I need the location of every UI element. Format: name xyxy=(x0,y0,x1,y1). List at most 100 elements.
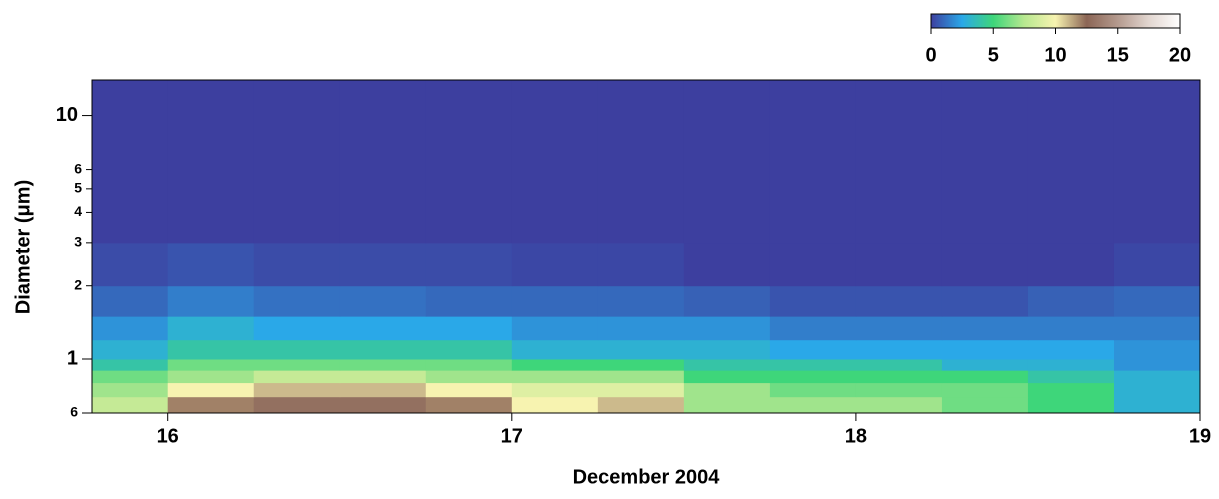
y-tick-label: 4 xyxy=(74,203,82,219)
heat-cell xyxy=(941,80,1029,244)
heat-cell xyxy=(597,396,685,414)
heat-cell xyxy=(253,396,341,414)
heat-cell xyxy=(683,285,771,317)
heat-cell xyxy=(1027,396,1115,414)
heat-cell xyxy=(683,396,771,414)
heat-cell xyxy=(339,370,427,384)
heat-cell xyxy=(597,242,685,287)
heat-cell xyxy=(425,316,513,341)
heat-cell xyxy=(1113,370,1201,384)
heat-cell xyxy=(683,370,771,384)
heat-cell xyxy=(511,285,599,317)
heat-cell xyxy=(597,339,685,360)
heat-cell xyxy=(855,396,943,414)
heat-cell xyxy=(167,80,255,244)
heat-cell xyxy=(1027,358,1115,371)
heat-cell xyxy=(769,370,857,384)
colorbar xyxy=(930,13,1181,29)
heat-cell xyxy=(167,358,255,371)
heat-cell xyxy=(253,285,341,317)
heat-cell xyxy=(941,339,1029,360)
heat-cell xyxy=(511,382,599,398)
heat-cell xyxy=(597,316,685,341)
heat-cell xyxy=(511,358,599,371)
colorbar-tick-label: 15 xyxy=(1107,44,1129,66)
heat-cell xyxy=(511,242,599,287)
heat-cell xyxy=(425,242,513,287)
heat-cell xyxy=(92,242,169,287)
heat-cell xyxy=(1027,316,1115,341)
heat-cell xyxy=(597,382,685,398)
heat-cell xyxy=(339,316,427,341)
heat-cell xyxy=(855,358,943,371)
heat-cell xyxy=(1027,80,1115,244)
heat-cell xyxy=(425,396,513,414)
heat-cell xyxy=(167,370,255,384)
heat-cell xyxy=(941,285,1029,317)
x-tick-label: 19 xyxy=(1189,425,1211,447)
heat-cell xyxy=(425,370,513,384)
heat-cell xyxy=(339,358,427,371)
heat-cell xyxy=(683,382,771,398)
heat-cell xyxy=(425,339,513,360)
x-tick-label: 18 xyxy=(845,425,867,447)
heat-cell xyxy=(1113,396,1201,414)
heat-cell xyxy=(855,382,943,398)
heat-cell xyxy=(769,396,857,414)
heat-cell xyxy=(339,396,427,414)
y-axis-label: Diameter (μm) xyxy=(12,180,34,315)
heat-cell xyxy=(683,316,771,341)
heat-cell xyxy=(769,339,857,360)
y-tick-label: 6 xyxy=(70,404,78,420)
heat-cell xyxy=(1027,339,1115,360)
heat-cell xyxy=(597,370,685,384)
heat-cell xyxy=(855,370,943,384)
heat-cell xyxy=(597,285,685,317)
heat-cell xyxy=(167,339,255,360)
heat-cell xyxy=(941,396,1029,414)
heat-cell xyxy=(941,242,1029,287)
heat-cell xyxy=(167,396,255,414)
heat-cell xyxy=(253,382,341,398)
colorbar-tick-label: 5 xyxy=(988,44,999,66)
x-tick-label: 17 xyxy=(501,425,523,447)
heat-cell xyxy=(253,370,341,384)
x-axis-label: December 2004 xyxy=(573,466,721,488)
heat-cell xyxy=(769,316,857,341)
heat-cell xyxy=(511,316,599,341)
heat-cell xyxy=(1027,382,1115,398)
heat-cell xyxy=(339,242,427,287)
y-tick-label: 3 xyxy=(74,234,82,250)
heat-cell xyxy=(92,316,169,341)
heat-cell xyxy=(511,396,599,414)
heat-cell xyxy=(683,339,771,360)
y-tick-label: 1 xyxy=(67,347,78,369)
heat-cell xyxy=(511,339,599,360)
heat-cell xyxy=(339,80,427,244)
heat-cell xyxy=(425,285,513,317)
heat-cell xyxy=(769,242,857,287)
heat-cell xyxy=(769,80,857,244)
heat-cell xyxy=(1027,285,1115,317)
heat-cell xyxy=(92,382,169,398)
heat-cell xyxy=(253,80,341,244)
heat-cell xyxy=(941,316,1029,341)
y-tick-label: 5 xyxy=(74,180,82,196)
heat-cell xyxy=(253,358,341,371)
heat-cell xyxy=(855,316,943,341)
heat-cell xyxy=(167,242,255,287)
heat-cell xyxy=(167,285,255,317)
heat-cell xyxy=(941,382,1029,398)
heat-cell xyxy=(253,316,341,341)
heat-cell xyxy=(253,242,341,287)
heat-cell xyxy=(92,285,169,317)
heat-cell xyxy=(1113,80,1201,244)
heat-cell xyxy=(769,358,857,371)
y-tick-label: 2 xyxy=(74,276,82,292)
heat-cell xyxy=(1113,242,1201,287)
heat-cell xyxy=(167,382,255,398)
heat-cell xyxy=(1113,339,1201,360)
heat-cell xyxy=(511,370,599,384)
